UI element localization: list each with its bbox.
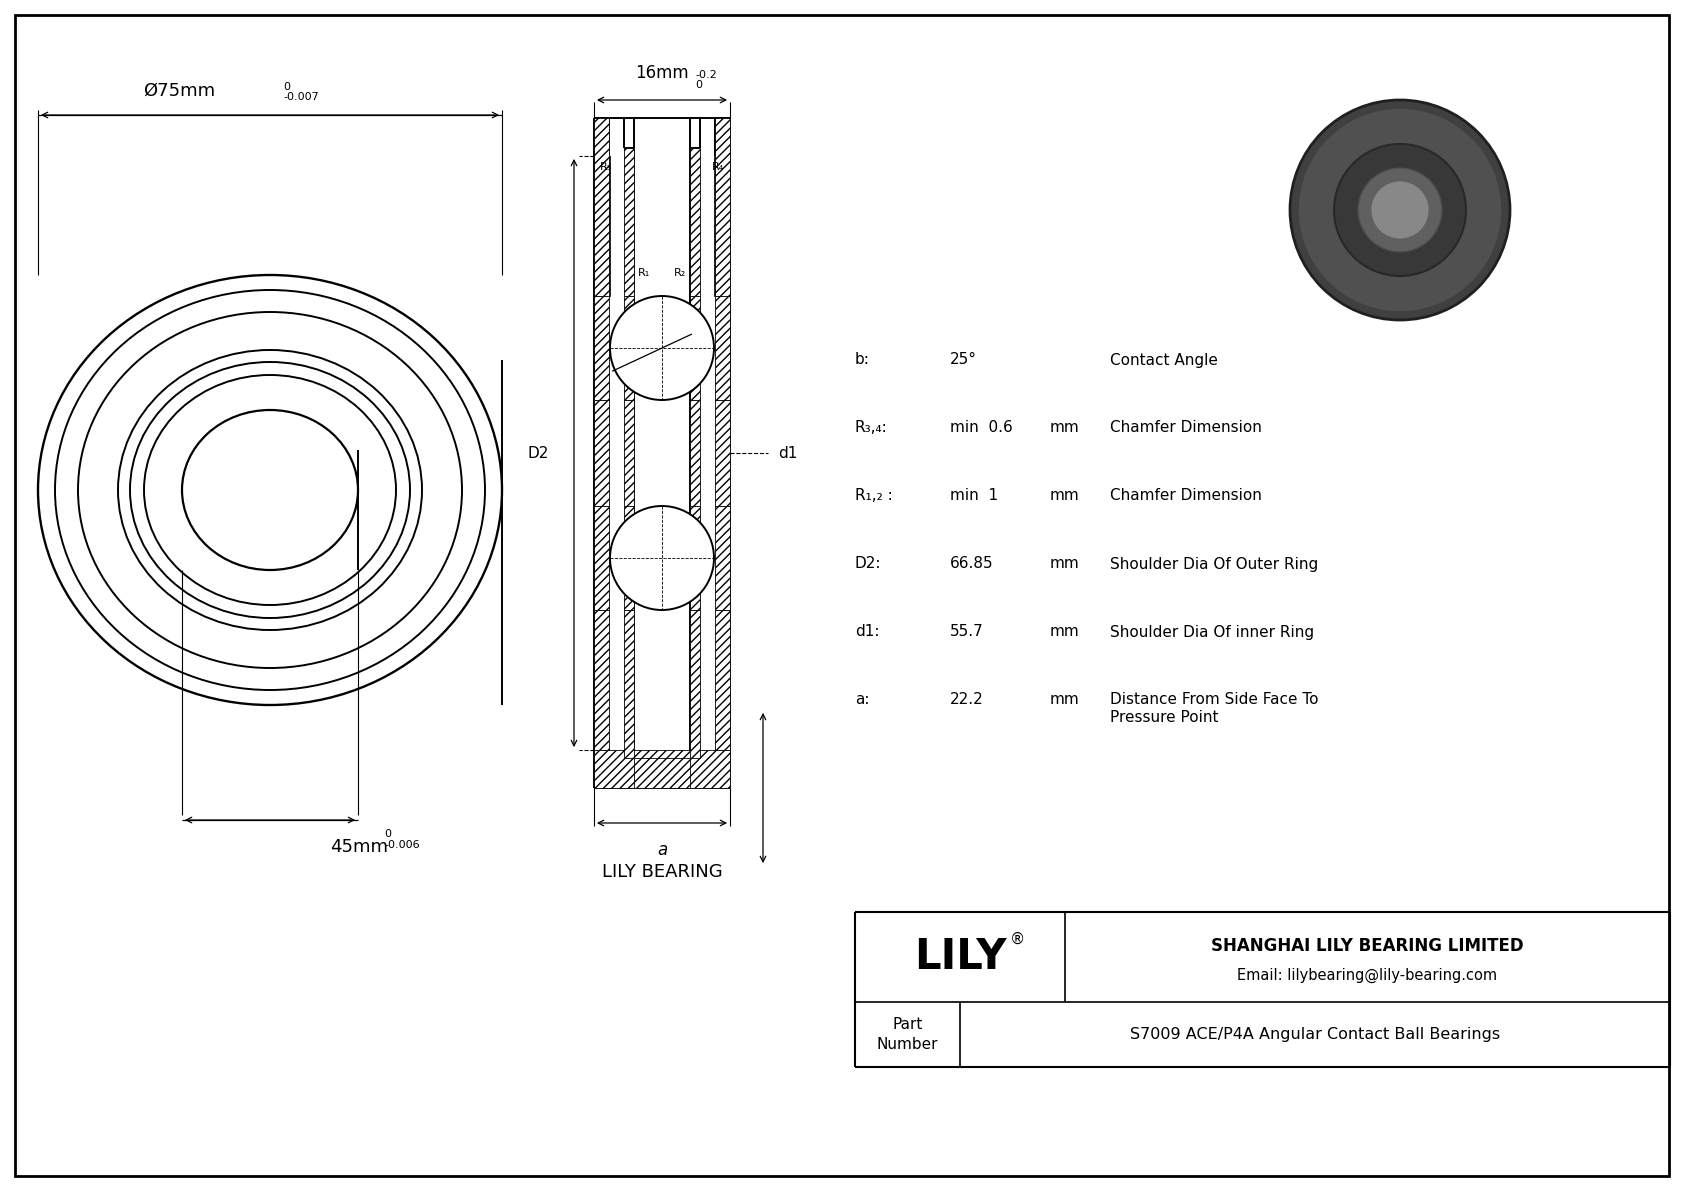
Text: Chamfer Dimension: Chamfer Dimension [1110,420,1261,436]
Bar [625,506,633,610]
Text: S7009 ACE/P4A Angular Contact Ball Bearings: S7009 ACE/P4A Angular Contact Ball Beari… [1130,1027,1500,1042]
Text: Pressure Point: Pressure Point [1110,711,1219,725]
Bar [690,148,701,297]
Circle shape [610,506,714,610]
Text: d1:: d1: [855,624,879,640]
Text: R₂: R₂ [674,268,685,278]
Text: Ø75mm: Ø75mm [143,82,216,100]
Text: d1: d1 [778,445,798,461]
Bar [690,506,701,610]
Text: mm: mm [1051,556,1079,572]
Text: Chamfer Dimension: Chamfer Dimension [1110,488,1261,504]
Bar [625,148,633,297]
Bar [716,400,729,506]
Text: Email: lilybearing@lily-bearing.com: Email: lilybearing@lily-bearing.com [1238,967,1497,983]
Text: mm: mm [1051,692,1079,707]
Text: R₁,₂ :: R₁,₂ : [855,488,893,504]
Circle shape [1371,181,1428,238]
Circle shape [610,297,714,400]
Text: LILY: LILY [914,936,1007,978]
Circle shape [1290,100,1511,320]
Text: R₁: R₁ [638,268,650,278]
Bar [594,610,610,750]
Text: -0.007: -0.007 [283,92,318,102]
Text: Distance From Side Face To: Distance From Side Face To [1110,692,1319,707]
Text: Part
Number: Part Number [877,1017,938,1052]
Bar [690,610,701,757]
Bar [625,297,633,400]
Text: -0.2: -0.2 [695,70,717,80]
Text: 0: 0 [283,82,290,92]
Text: min  0.6: min 0.6 [950,420,1012,436]
Circle shape [1359,168,1442,251]
Text: 16mm: 16mm [635,64,689,82]
Text: 45mm: 45mm [330,838,387,856]
Text: SHANGHAI LILY BEARING LIMITED: SHANGHAI LILY BEARING LIMITED [1211,937,1524,955]
Text: b: b [674,366,682,379]
Text: mm: mm [1051,488,1079,504]
Text: -0.006: -0.006 [384,840,419,850]
Text: 66.85: 66.85 [950,556,994,572]
Text: b:: b: [855,353,871,368]
Bar [594,400,610,506]
Text: R₄: R₄ [712,162,724,172]
Text: 55.7: 55.7 [950,624,983,640]
Text: R₃: R₃ [600,162,613,172]
Text: 22.2: 22.2 [950,692,983,707]
Text: a: a [657,841,667,859]
Bar [594,750,729,788]
Text: ®: ® [1010,931,1026,947]
Bar [594,297,610,400]
Bar [633,757,690,788]
Text: Shoulder Dia Of inner Ring: Shoulder Dia Of inner Ring [1110,624,1314,640]
Bar [716,118,729,297]
Bar [594,118,610,297]
Text: Shoulder Dia Of Outer Ring: Shoulder Dia Of Outer Ring [1110,556,1319,572]
Text: mm: mm [1051,420,1079,436]
Text: R₃,₄:: R₃,₄: [855,420,887,436]
Bar [716,610,729,750]
Text: 0: 0 [384,829,391,838]
Text: LILY BEARING: LILY BEARING [601,863,722,881]
Text: min  1: min 1 [950,488,999,504]
Text: 0: 0 [695,80,702,91]
Text: Contact Angle: Contact Angle [1110,353,1218,368]
Bar [625,610,633,757]
Text: 25°: 25° [950,353,977,368]
Bar [594,506,610,610]
Bar [625,400,633,506]
Text: mm: mm [1051,624,1079,640]
Bar [716,297,729,400]
Circle shape [1298,108,1500,311]
Bar [690,297,701,400]
Circle shape [1334,144,1467,276]
Bar [716,506,729,610]
Text: D2:: D2: [855,556,881,572]
Text: D2: D2 [527,445,549,461]
Bar [690,400,701,506]
Text: a:: a: [855,692,869,707]
